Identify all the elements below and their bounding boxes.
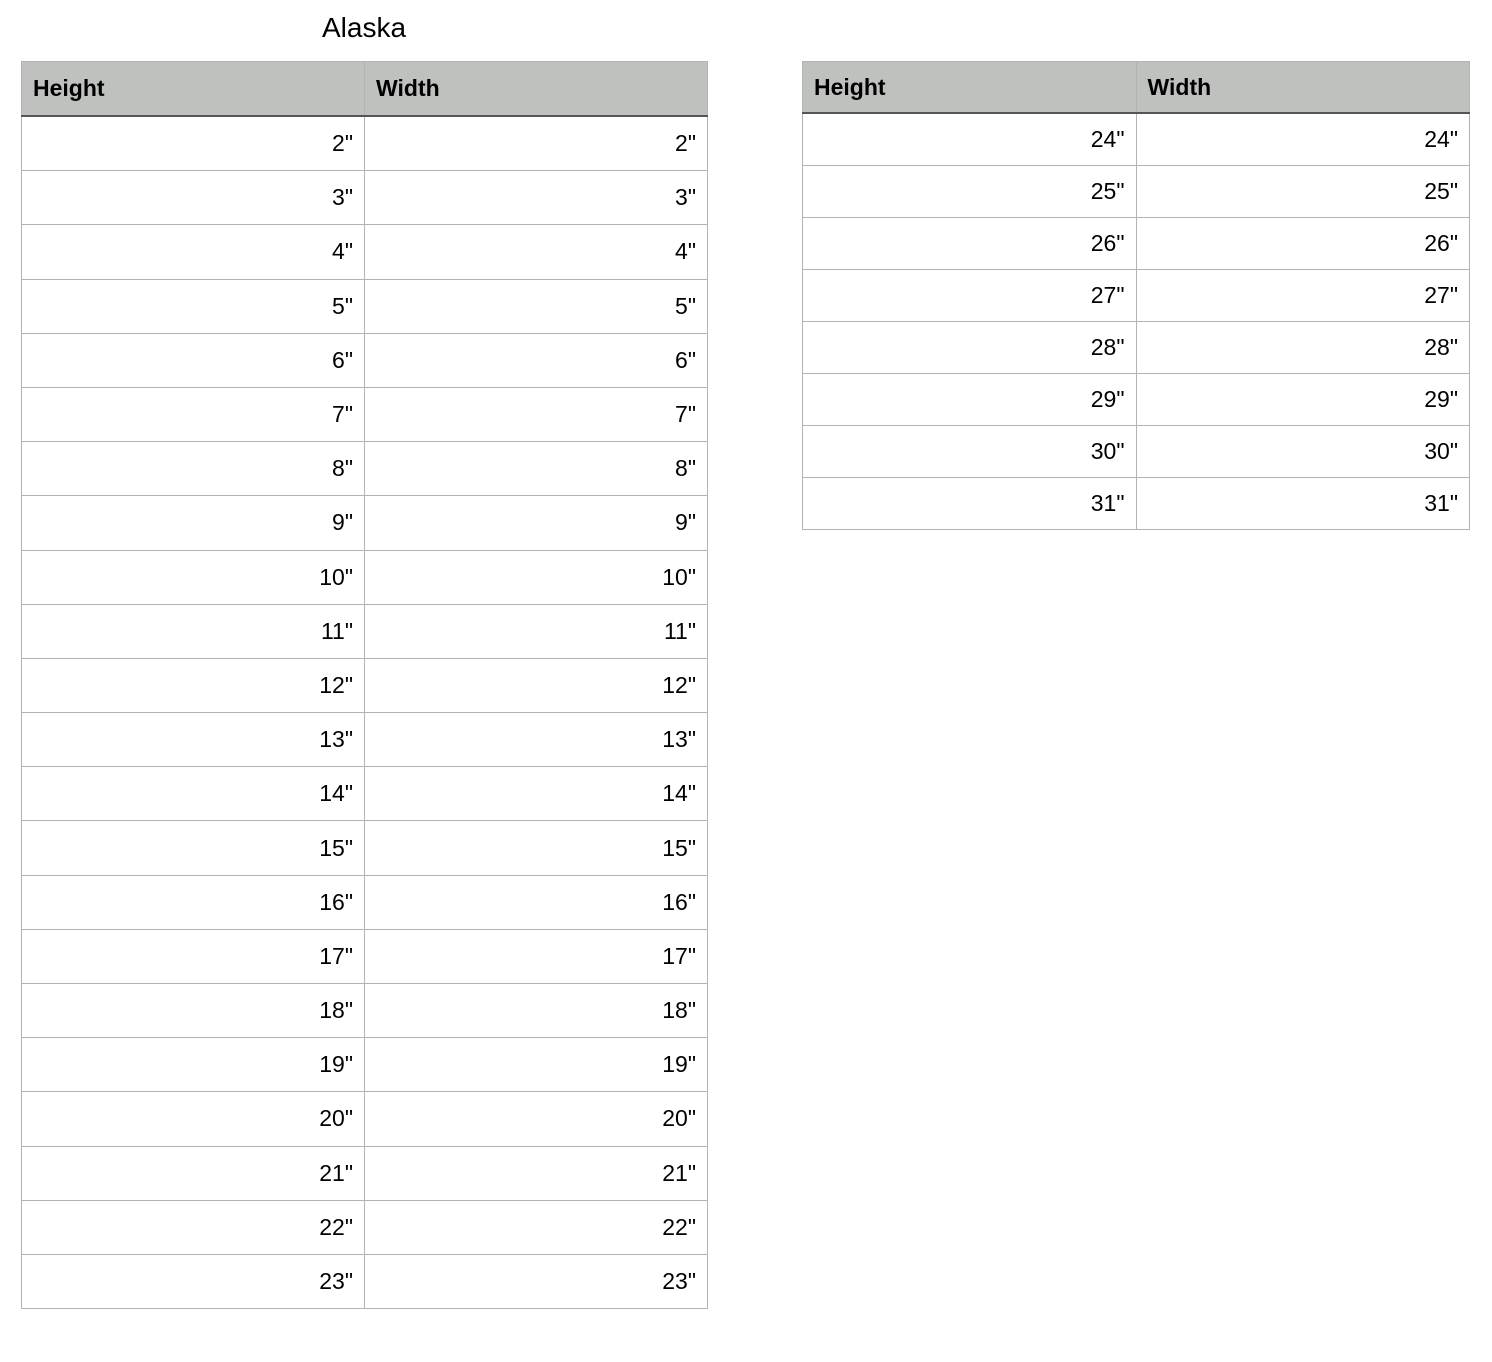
cell-width: 31" — [1135, 477, 1470, 530]
cell-width: 21" — [364, 1145, 708, 1201]
size-table-left: Height Width 2" 2" 3" 3" 4" 4" 5" 5" 6" 6" 7" 7" 8" 8… — [21, 61, 708, 1310]
header-width: Width — [364, 61, 708, 117]
cell-width: 23" — [364, 1253, 708, 1310]
page-title: Alaska — [321, 12, 407, 43]
cell-height: 7" — [21, 386, 365, 443]
table-row: 2" 2" — [21, 115, 708, 172]
cell-width: 19" — [364, 1037, 708, 1093]
cell-height: 22" — [21, 1199, 365, 1255]
cell-width: 11" — [364, 603, 708, 659]
table-row: 14" 14" — [21, 766, 708, 822]
cell-width: 13" — [364, 712, 708, 768]
table-row: 9" 9" — [21, 495, 708, 551]
table-row: 25" 25" — [802, 165, 1470, 218]
cell-height: 24" — [802, 112, 1137, 166]
table-row: 23" 23" — [21, 1253, 708, 1310]
cell-height: 20" — [21, 1091, 365, 1147]
cell-height: 26" — [802, 217, 1137, 270]
cell-width: 28" — [1135, 321, 1470, 374]
cell-width: 10" — [364, 549, 708, 605]
table-row: 5" 5" — [21, 278, 708, 334]
size-table-right: Height Width 24" 24" 25" 25" 26" 26" 27" 27" 28"… — [802, 61, 1470, 530]
cell-width: 4" — [364, 224, 708, 280]
table-row: 12" 12" — [21, 657, 708, 714]
table-row: 4" 4" — [21, 224, 708, 280]
cell-height: 30" — [802, 425, 1137, 478]
cell-height: 14" — [21, 766, 365, 822]
table-row: 10" 10" — [21, 549, 708, 605]
table-header-row: Height Width — [802, 61, 1470, 114]
cell-height: 5" — [21, 278, 365, 334]
table-row: 26" 26" — [802, 217, 1470, 270]
table-row: 15" 15" — [21, 820, 708, 876]
cell-height: 31" — [802, 477, 1137, 530]
cell-height: 29" — [802, 373, 1137, 426]
cell-height: 10" — [21, 549, 365, 605]
cell-width: 7" — [364, 386, 708, 443]
table-row: 27" 27" — [802, 269, 1470, 322]
cell-width: 2" — [364, 115, 708, 172]
cell-width: 5" — [364, 278, 708, 334]
cell-height: 27" — [802, 269, 1137, 322]
cell-width: 6" — [364, 332, 708, 388]
table-row: 31" 31" — [802, 477, 1470, 530]
cell-height: 8" — [21, 441, 365, 497]
table-row: 8" 8" — [21, 441, 708, 497]
table-row: 22" 22" — [21, 1199, 708, 1255]
cell-width: 16" — [364, 874, 708, 930]
cell-width: 29" — [1135, 373, 1470, 426]
cell-height: 2" — [21, 115, 365, 172]
cell-height: 25" — [802, 165, 1137, 218]
table-row: 11" 11" — [21, 603, 708, 659]
cell-width: 9" — [364, 495, 708, 551]
table-row: 30" 30" — [802, 425, 1470, 478]
cell-height: 12" — [21, 657, 365, 714]
header-height: Height — [21, 61, 365, 117]
cell-width: 14" — [364, 766, 708, 822]
cell-height: 23" — [21, 1253, 365, 1310]
table-row: 16" 16" — [21, 874, 708, 930]
cell-height: 28" — [802, 321, 1137, 374]
cell-height: 18" — [21, 982, 365, 1039]
cell-height: 16" — [21, 874, 365, 930]
cell-width: 25" — [1135, 165, 1470, 218]
cell-width: 3" — [364, 170, 708, 226]
cell-width: 17" — [364, 928, 708, 985]
table-row: 13" 13" — [21, 712, 708, 768]
cell-width: 30" — [1135, 425, 1470, 478]
cell-height: 13" — [21, 712, 365, 768]
cell-height: 4" — [21, 224, 365, 280]
cell-height: 11" — [21, 603, 365, 659]
table-row: 19" 19" — [21, 1037, 708, 1093]
table-row: 28" 28" — [802, 321, 1470, 374]
cell-width: 15" — [364, 820, 708, 876]
cell-height: 3" — [21, 170, 365, 226]
cell-height: 15" — [21, 820, 365, 876]
table-row: 29" 29" — [802, 373, 1470, 426]
table-row: 7" 7" — [21, 386, 708, 443]
cell-height: 21" — [21, 1145, 365, 1201]
header-height: Height — [802, 61, 1137, 114]
cell-width: 18" — [364, 982, 708, 1039]
cell-width: 27" — [1135, 269, 1470, 322]
cell-width: 8" — [364, 441, 708, 497]
cell-width: 12" — [364, 657, 708, 714]
cell-width: 24" — [1135, 112, 1470, 166]
cell-width: 22" — [364, 1199, 708, 1255]
cell-height: 9" — [21, 495, 365, 551]
cell-height: 6" — [21, 332, 365, 388]
cell-height: 19" — [21, 1037, 365, 1093]
cell-width: 20" — [364, 1091, 708, 1147]
table-row: 17" 17" — [21, 928, 708, 985]
table-row: 21" 21" — [21, 1145, 708, 1201]
table-row: 3" 3" — [21, 170, 708, 226]
table-row: 20" 20" — [21, 1091, 708, 1147]
cell-height: 17" — [21, 928, 365, 985]
cell-width: 26" — [1135, 217, 1470, 270]
table-header-row: Height Width — [21, 61, 708, 117]
table-row: 18" 18" — [21, 982, 708, 1039]
table-row: 24" 24" — [802, 112, 1470, 166]
header-width: Width — [1135, 61, 1470, 114]
table-row: 6" 6" — [21, 332, 708, 388]
